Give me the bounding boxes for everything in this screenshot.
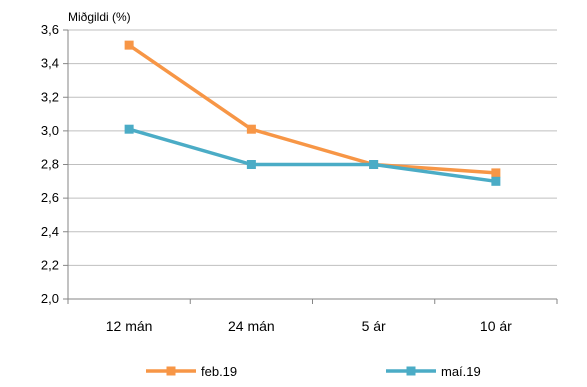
data-point	[246, 160, 256, 169]
series-1	[124, 40, 501, 178]
y-axis-title: Miðgildi (%)	[68, 10, 131, 24]
legend-label: feb.19	[201, 364, 237, 379]
y-tick-label: 2,2	[41, 257, 59, 272]
series-2	[124, 124, 501, 186]
legend-marker	[406, 366, 416, 376]
legend: feb.19 maí.19	[146, 364, 481, 379]
y-tick-label: 2,0	[41, 291, 59, 306]
data-point	[124, 40, 134, 50]
x-tick-labels: 12 mán 24 mán 5 ár 10 ár	[106, 318, 512, 334]
series-group	[124, 40, 501, 186]
y-tick-label: 2,8	[41, 157, 59, 172]
legend-marker	[166, 366, 176, 376]
legend-item-2: maí.19	[386, 364, 481, 379]
y-tick-label: 3,4	[41, 56, 59, 71]
x-tick-label: 24 mán	[228, 318, 275, 334]
data-point	[491, 176, 501, 186]
x-tick-label: 10 ár	[480, 318, 512, 334]
data-point	[246, 124, 256, 134]
series-line	[127, 127, 498, 184]
legend-item-1: feb.19	[146, 364, 237, 379]
y-tick-label: 3,0	[41, 123, 59, 138]
y-tick-label: 3,6	[41, 22, 59, 37]
y-tick-label: 2,6	[41, 190, 59, 205]
legend-label: maí.19	[441, 364, 481, 379]
x-tick-label: 5 ár	[362, 318, 386, 334]
axes	[63, 29, 558, 304]
data-point	[491, 168, 501, 178]
data-point	[124, 124, 134, 134]
data-point	[369, 160, 379, 169]
series-line	[127, 43, 498, 175]
y-tick-label: 2,4	[41, 224, 59, 239]
y-tick-label: 3,2	[41, 89, 59, 104]
y-tick-labels: 2,0 2,2 2,4 2,6 2,8 3,0 3,2 3,4 3,6	[41, 22, 59, 306]
gridlines	[68, 29, 557, 266]
x-tick-label: 12 mán	[106, 318, 153, 334]
